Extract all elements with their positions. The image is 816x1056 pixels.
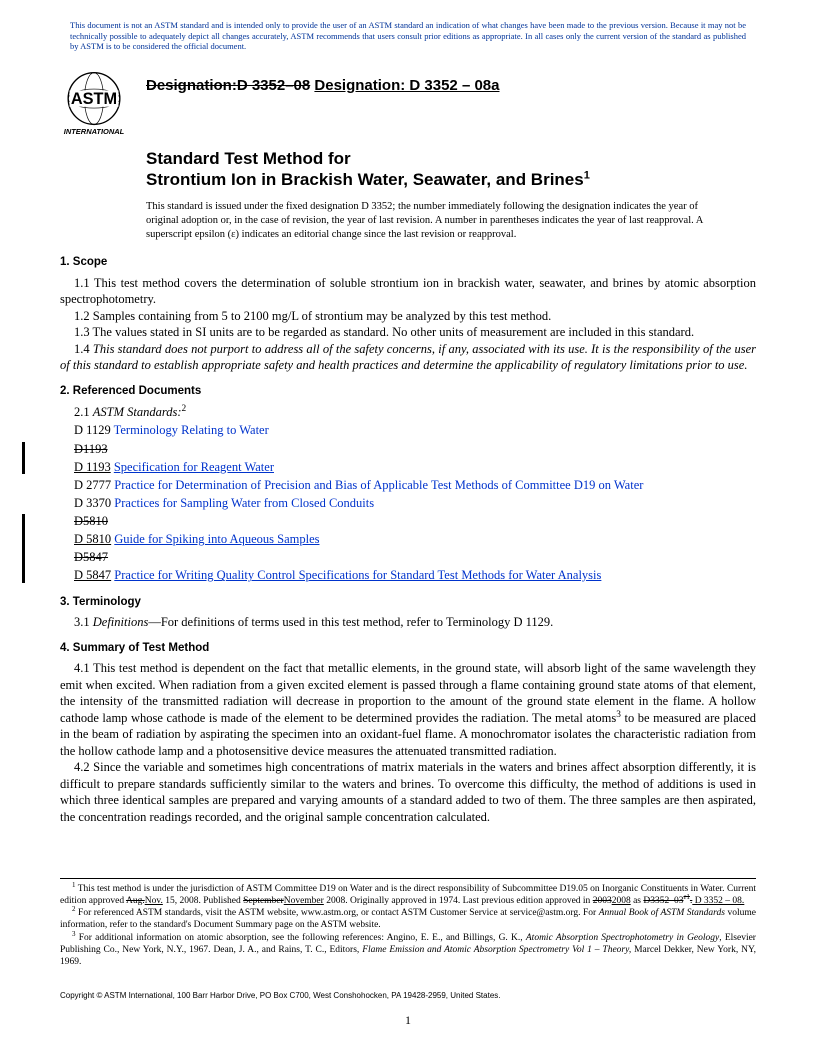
ref-d1193-new: D 1193 Specification for Reagent Water [60, 458, 756, 476]
link-d1129[interactable]: Terminology Relating to Water [114, 423, 269, 437]
designation-line: Designation:D 3352–08 Designation: D 335… [146, 70, 499, 96]
ref-d5810-strike: D5810 [60, 512, 756, 530]
top-disclaimer: This document is not an ASTM standard an… [60, 20, 756, 52]
para-3-1: 3.1 Definitions—For definitions of terms… [60, 614, 756, 631]
astm-logo: ASTM INTERNATIONAL [60, 70, 128, 138]
para-4-2: 4.2 Since the variable and sometimes hig… [60, 759, 756, 825]
para-1-4: 1.4 This standard does not purport to ad… [60, 341, 756, 374]
section-1-head: 1. Scope [60, 255, 756, 271]
section-3-head: 3. Terminology [60, 595, 756, 611]
issuance-note: This standard is issued under the fixed … [146, 200, 756, 241]
para-1-2: 1.2 Samples containing from 5 to 2100 mg… [60, 308, 756, 325]
section-4-head: 4. Summary of Test Method [60, 641, 756, 657]
title-line1: Standard Test Method for [146, 148, 756, 169]
footnotes: 1 This test method is under the jurisdic… [60, 878, 756, 968]
change-bar-d1193: D1193 D 1193 Specification for Reagent W… [60, 440, 756, 476]
link-d5810[interactable]: Guide for Spiking into Aqueous Samples [114, 532, 319, 546]
para-4-1: 4.1 This test method is dependent on the… [60, 660, 756, 759]
footnote-2: 2 For referenced ASTM standards, visit t… [60, 907, 756, 931]
copyright-line: Copyright © ASTM International, 100 Barr… [60, 991, 756, 1002]
ref-d2777: D 2777 Practice for Determination of Pre… [60, 476, 756, 494]
svg-text:ASTM: ASTM [71, 90, 117, 108]
link-d5847[interactable]: Practice for Writing Quality Control Spe… [114, 568, 601, 582]
title-block: Standard Test Method for Strontium Ion i… [146, 148, 756, 191]
ref-d5847-new: D 5847 Practice for Writing Quality Cont… [60, 566, 756, 584]
link-d3370[interactable]: Practices for Sampling Water from Closed… [114, 496, 374, 510]
svg-text:INTERNATIONAL: INTERNATIONAL [64, 127, 125, 136]
designation-new: Designation: D 3352 – 08a [314, 77, 499, 94]
ref-d3370: D 3370 Practices for Sampling Water from… [60, 494, 756, 512]
link-d1193[interactable]: Specification for Reagent Water [114, 460, 274, 474]
change-bar-d5810-d5847: D5810 D 5810 Guide for Spiking into Aque… [60, 512, 756, 585]
link-d2777[interactable]: Practice for Determination of Precision … [114, 478, 643, 492]
page-number: 1 [0, 1012, 816, 1028]
section-2-head: 2. Referenced Documents [60, 384, 756, 400]
para-1-3: 1.3 The values stated in SI units are to… [60, 324, 756, 341]
footnote-3: 3 For additional information on atomic a… [60, 932, 756, 968]
ref-d5847-strike: D5847 [60, 548, 756, 566]
para-1-1: 1.1 This test method covers the determin… [60, 275, 756, 308]
ref-d5810-new: D 5810 Guide for Spiking into Aqueous Sa… [60, 530, 756, 548]
designation-struck: Designation:D 3352–08 [146, 77, 310, 94]
title-line2: Strontium Ion in Brackish Water, Seawate… [146, 169, 756, 190]
footnote-1: 1 This test method is under the jurisdic… [60, 883, 756, 907]
ref-d1129: D 1129 Terminology Relating to Water [60, 421, 756, 439]
ref-intro: 2.1 ASTM Standards:2 [60, 403, 756, 421]
ref-d1193-strike: D1193 [60, 440, 756, 458]
header-row: ASTM INTERNATIONAL Designation:D 3352–08… [60, 70, 756, 138]
